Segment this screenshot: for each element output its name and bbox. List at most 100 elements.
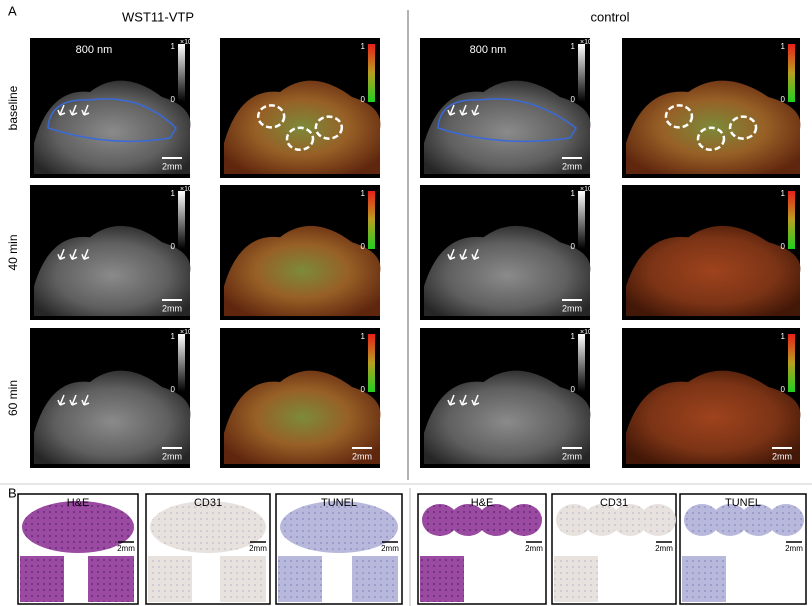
tissue-section [422, 504, 458, 536]
colorbar [178, 191, 185, 249]
arrow [69, 248, 78, 260]
tissue-image [626, 370, 801, 464]
roi-circle [696, 126, 726, 152]
colorbar-max: 1 [571, 189, 576, 198]
inset [682, 556, 726, 602]
tissue-section [22, 501, 134, 553]
arrow [447, 104, 456, 116]
stain-label: H&E [471, 497, 494, 509]
colorbar [178, 334, 185, 392]
column-label: SO₂ map [671, 44, 716, 56]
group-title: WST11-VTP [122, 9, 194, 24]
tissue-image [424, 370, 591, 464]
tissue-section [768, 504, 804, 536]
tissue-image [424, 225, 591, 316]
tissue-section [450, 504, 486, 536]
colorbar-exponent: ×10⁻⁴ [180, 329, 199, 336]
inset [20, 556, 64, 602]
roi-circle [728, 115, 758, 140]
tissue-image [224, 370, 381, 464]
scale-bar-label: 2mm [562, 161, 582, 171]
colorbar [368, 334, 375, 392]
arrow [459, 248, 468, 260]
inset [420, 556, 464, 602]
stain-label: CD31 [600, 497, 628, 509]
inset [352, 556, 398, 602]
colorbar-min: 0 [571, 385, 576, 394]
colorbar-min: 0 [171, 95, 176, 104]
column-label: 800 nm [76, 44, 113, 56]
scale-bar-label: 2mm [525, 544, 543, 553]
colorbar-max: 1 [171, 332, 176, 341]
colorbar [178, 44, 185, 102]
colorbar-min: 0 [781, 242, 786, 251]
colorbar-exponent: ×10⁻⁴ [180, 39, 199, 46]
colorbar-max: 1 [361, 42, 366, 51]
tissue-section [740, 504, 776, 536]
colorbar-max: 1 [571, 332, 576, 341]
inset [88, 556, 134, 602]
tumor-outline [437, 98, 577, 143]
tissue-section [478, 504, 514, 536]
inset [554, 556, 598, 602]
stain-label: CD31 [194, 497, 222, 509]
arrow [471, 394, 480, 406]
column-label: SO₂ map [262, 44, 307, 56]
scale-bar-label: 2mm [381, 544, 399, 553]
colorbar-min: 0 [361, 242, 366, 251]
tissue-section [150, 501, 266, 553]
colorbar-max: 1 [171, 189, 176, 198]
tissue-image [34, 370, 191, 464]
scale-bar-label: 2mm [117, 544, 135, 553]
colorbar [788, 191, 795, 249]
scale-bar-label: 2mm [772, 451, 792, 461]
tissue-section [280, 501, 398, 553]
arrow [471, 248, 480, 260]
scale-bar-label: 2mm [162, 303, 182, 313]
arrow [471, 104, 480, 116]
colorbar-exponent: ×10⁻⁴ [580, 39, 599, 46]
panel-label: B [8, 485, 17, 500]
roi-circle [664, 104, 694, 129]
colorbar [578, 334, 585, 392]
tumor-outline [47, 98, 177, 143]
colorbar [788, 334, 795, 392]
column-label: 800 nm [470, 44, 507, 56]
colorbar-exponent: ×10⁻⁴ [580, 186, 599, 193]
scale-bar-label: 2mm [562, 303, 582, 313]
tissue-section [684, 504, 720, 536]
scale-bar-label: 2mm [162, 161, 182, 171]
colorbar-max: 1 [781, 42, 786, 51]
scale-bar-label: 2mm [785, 544, 803, 553]
arrow [447, 394, 456, 406]
colorbar-min: 0 [361, 95, 366, 104]
colorbar-max: 1 [361, 189, 366, 198]
colorbar-min: 0 [571, 242, 576, 251]
panel-label: A [8, 3, 17, 18]
row-label: baseline [6, 85, 20, 130]
tissue-section [556, 504, 592, 536]
scale-bar-label: 2mm [562, 451, 582, 461]
tissue-image [626, 225, 801, 316]
colorbar-max: 1 [571, 42, 576, 51]
tissue-section [506, 504, 542, 536]
tissue-section [640, 504, 676, 536]
inset [278, 556, 322, 602]
roi-circle [314, 115, 344, 140]
colorbar [788, 44, 795, 102]
tissue-image [34, 225, 191, 316]
row-label: 40 min [6, 234, 20, 270]
row-label: 60 min [6, 380, 20, 416]
colorbar-min: 0 [171, 242, 176, 251]
arrow [57, 104, 66, 116]
tissue-image [424, 80, 591, 174]
colorbar-max: 1 [781, 189, 786, 198]
scale-bar-label: 2mm [655, 544, 673, 553]
colorbar-min: 0 [781, 385, 786, 394]
colorbar [368, 44, 375, 102]
arrow [81, 104, 90, 116]
tissue-section [612, 504, 648, 536]
colorbar-max: 1 [361, 332, 366, 341]
arrow [57, 248, 66, 260]
tissue-image [224, 225, 381, 316]
